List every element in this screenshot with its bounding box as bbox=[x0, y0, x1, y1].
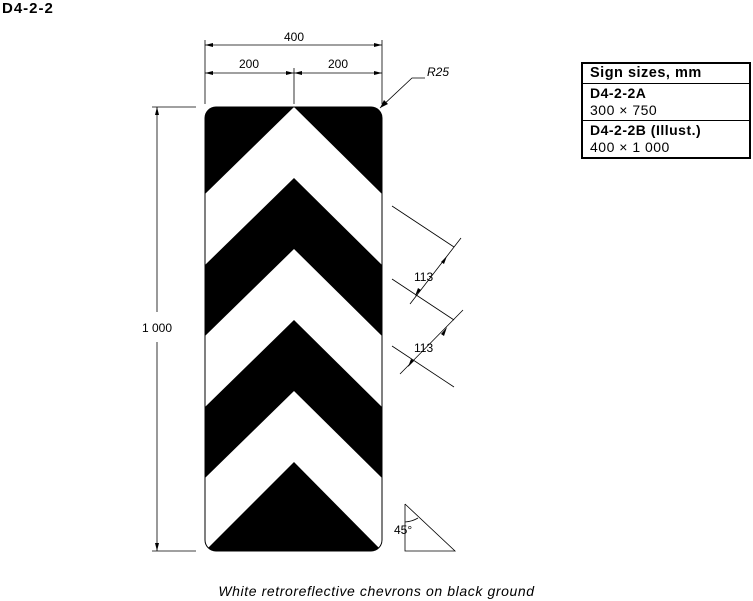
stripe-arrowheads bbox=[408, 256, 447, 367]
width-arrowheads bbox=[205, 43, 382, 75]
angle-indicator bbox=[404, 503, 457, 552]
sign-sizes-table: Sign sizes, mm D4-2-2A 300 × 750 D4-2-2B… bbox=[581, 62, 751, 159]
chevron-group bbox=[205, 107, 382, 551]
size-code-b: D4-2-2B (Illust.) bbox=[590, 122, 702, 138]
size-code-a: D4-2-2A bbox=[590, 85, 647, 101]
stripe-dimension-lines bbox=[391, 205, 464, 388]
half-width-right-label: 200 bbox=[328, 57, 348, 71]
corner-radius-label: R25 bbox=[427, 65, 449, 79]
width-dimension bbox=[204, 40, 383, 104]
stripe-width-label-2: 113 bbox=[414, 341, 433, 355]
table-row: D4-2-2B (Illust.) 400 × 1 000 bbox=[581, 120, 751, 159]
angle-label: 45° bbox=[394, 523, 412, 537]
height-dimension bbox=[152, 106, 196, 552]
table-row: D4-2-2A 300 × 750 bbox=[581, 83, 751, 121]
half-width-left-label: 200 bbox=[239, 57, 259, 71]
caption: White retroreflective chevrons on black … bbox=[218, 583, 535, 599]
white-chevron-2 bbox=[205, 249, 382, 407]
sign-panel bbox=[204, 106, 383, 552]
height-arrowheads bbox=[155, 107, 159, 551]
stripe-width-label-1: 113 bbox=[414, 270, 433, 284]
white-chevron-1 bbox=[205, 107, 382, 265]
black-chevron-tip bbox=[205, 462, 382, 551]
height-label: 1 000 bbox=[142, 321, 172, 335]
overall-width-label: 400 bbox=[284, 30, 304, 44]
size-value-b: 400 × 1 000 bbox=[590, 139, 670, 155]
page-title: D4-2-2 bbox=[2, 0, 54, 17]
table-header: Sign sizes, mm bbox=[581, 62, 751, 84]
size-value-a: 300 × 750 bbox=[590, 102, 658, 118]
radius-leader bbox=[379, 77, 425, 109]
